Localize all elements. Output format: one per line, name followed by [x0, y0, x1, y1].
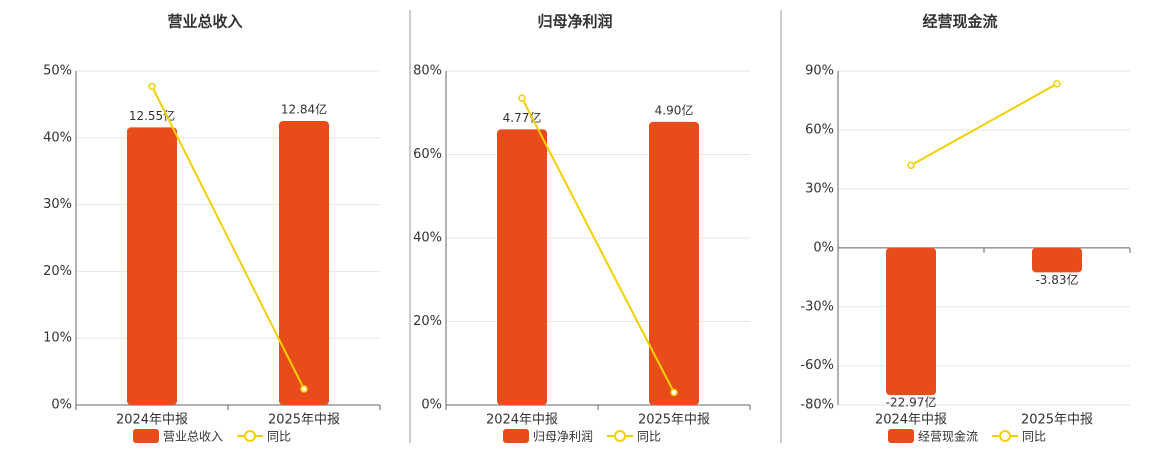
y-tick-label: 60% [805, 122, 834, 137]
y-tick-label: 30% [43, 197, 72, 212]
x-tick-label: 2025年中报 [1021, 413, 1093, 428]
chart-title: 营业总收入 [167, 13, 242, 31]
line [910, 82, 1058, 167]
legend-swatch [244, 430, 257, 442]
legend-swatch [888, 429, 914, 443]
y-tick-label: -80% [800, 398, 834, 413]
legend-label: 同比 [267, 430, 291, 444]
legend-label: 同比 [1022, 430, 1046, 444]
legend-label: 归母净利润 [533, 430, 593, 444]
legend-swatch [503, 429, 529, 443]
y-tick-label: 60% [413, 147, 442, 162]
y-tick-label: 0% [51, 398, 72, 413]
data-label: 12.84亿 [281, 101, 327, 116]
y-tick-label: 20% [413, 314, 442, 329]
line-point [518, 94, 526, 102]
bar [497, 129, 547, 405]
x-tick-label: 2024年中报 [116, 413, 188, 428]
y-tick-label: 30% [805, 181, 834, 196]
bar [127, 127, 177, 405]
y-tick-label: 90% [805, 64, 834, 79]
line-point [148, 82, 156, 91]
x-tick-label: 2024年中报 [875, 413, 947, 428]
line-point [670, 388, 678, 397]
chart-title: 经营现金流 [922, 13, 997, 31]
bar [1032, 247, 1082, 273]
legend-label: 经营现金流 [918, 429, 978, 444]
legend-label: 营业总收入 [163, 430, 223, 444]
bar [886, 247, 936, 396]
y-tick-label: 0% [813, 240, 834, 255]
y-tick-label: 0% [421, 398, 442, 413]
line-point [300, 385, 308, 393]
data-label: -3.83亿 [1035, 272, 1078, 287]
legend-label: 同比 [637, 430, 661, 444]
bar [649, 121, 699, 406]
y-tick-label: -30% [800, 299, 834, 314]
y-tick-label: 20% [43, 264, 72, 279]
data-label: -22.97亿 [886, 395, 937, 410]
legend-swatch [614, 430, 627, 442]
y-tick-label: -60% [800, 358, 834, 373]
data-label: 4.90亿 [655, 102, 694, 117]
chart-title: 归母净利润 [537, 13, 612, 31]
x-tick-label: 2025年中报 [638, 413, 710, 428]
bar [279, 120, 329, 405]
legend-swatch [133, 429, 159, 443]
line [521, 97, 675, 393]
line-point [1053, 80, 1061, 88]
line-point [907, 161, 915, 170]
y-tick-label: 40% [413, 231, 442, 246]
x-tick-label: 2024年中报 [486, 413, 558, 428]
x-tick-label: 2025年中报 [268, 413, 340, 428]
line [151, 85, 305, 390]
y-tick-label: 10% [43, 331, 72, 346]
y-tick-label: 50% [43, 64, 72, 79]
y-tick-label: 40% [43, 130, 72, 145]
legend-swatch [999, 430, 1012, 442]
y-tick-label: 80% [413, 64, 442, 79]
data-label: 4.77亿 [503, 110, 542, 125]
